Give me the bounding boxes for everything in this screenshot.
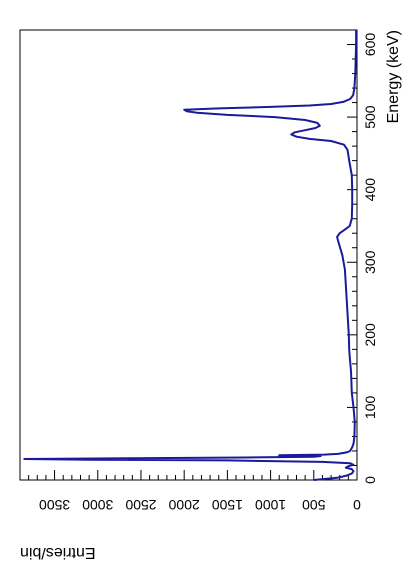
y-axis-title: Entries/bin [20,544,96,561]
y-tick-label: 2500 [125,497,156,513]
plot-frame [19,29,358,481]
x-tick-label: 600 [362,33,378,57]
y-tick-label: 1500 [212,497,243,513]
x-tick-label: 400 [362,178,378,202]
y-tick-label: 2000 [168,497,199,513]
x-tick-label: 100 [362,396,378,420]
spectrum-series-line [23,30,358,481]
y-tick-label: 500 [302,497,326,513]
x-tick-label: 500 [362,105,378,129]
x-tick-label: 0 [362,476,378,484]
y-tick-label: 0 [353,497,361,513]
x-axis-title: Energy (keV) [385,30,402,123]
y-tick-label: 1000 [255,497,286,513]
x-tick-label: 300 [362,250,378,274]
y-tick-label: 3000 [82,497,113,513]
y-axis-ticks: 0 500 1000 1500 2000 2500 3000 3500 [19,470,361,513]
x-tick-label: 200 [362,323,378,347]
y-tick-label: 3500 [39,497,70,513]
